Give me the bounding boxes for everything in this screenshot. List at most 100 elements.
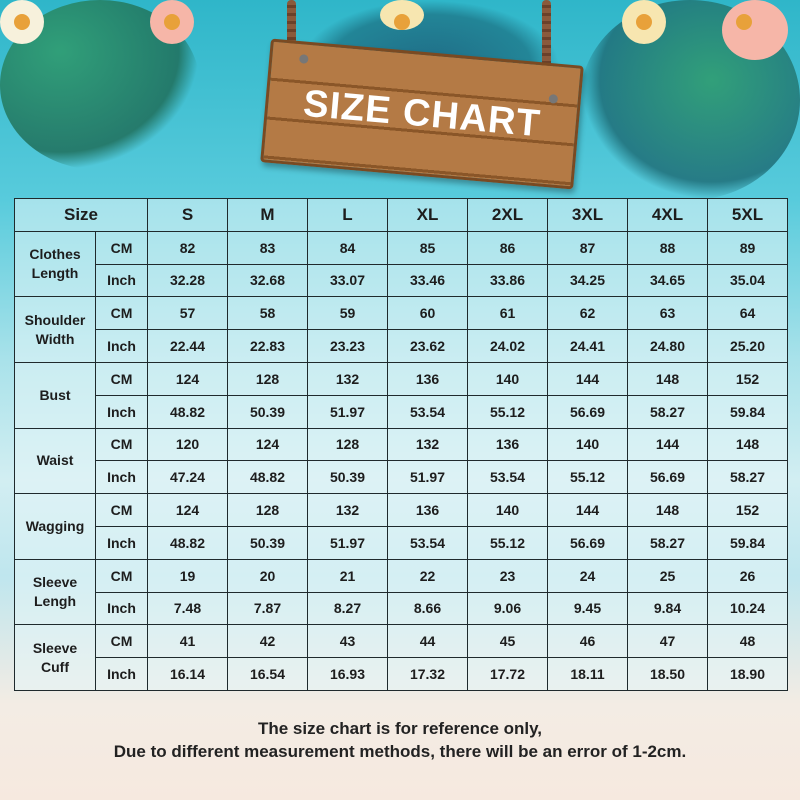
value-cell: 8.66 [387,591,468,626]
footer-note-1: The size chart is for reference only, [257,719,543,738]
value-cell: 132 [387,427,468,462]
value-cell: 18.11 [547,657,628,691]
value-cell: 43 [307,624,388,659]
table-row: Inch 7.48 7.87 8.27 8.66 9.06 9.45 9.84 10.24 [15,591,788,626]
table-row: Waist CM 120 124 128 132 136 140 144 148 [14,427,788,495]
value-cell: 140 [467,361,548,396]
value-cell: 41 [147,624,228,659]
value-cell: 21 [307,558,388,593]
size-chart-sign: SIZE CHART [260,38,584,190]
value-cell: 34.65 [627,263,708,298]
unit-label: Inch [95,460,148,495]
value-cell: 152 [707,493,788,527]
value-cell: 23 [467,558,548,593]
flower [0,0,44,44]
flower [380,0,424,30]
value-cell: 18.50 [627,657,708,691]
flower [622,0,666,44]
value-cell: 60 [387,296,468,331]
unit-label: Inch [95,657,148,691]
size-header: Size [14,198,148,232]
table-row: Inch 32.28 32.68 33.07 33.46 33.86 34.25 34.65 3… [15,263,788,298]
unit-label: CM [95,361,148,396]
size-column-header: M [227,198,308,232]
value-cell: 89 [707,230,788,265]
value-cell: 35.04 [707,263,788,298]
value-cell: 132 [307,493,388,527]
measurement-label: Sleeve Cuff [14,624,96,691]
table-row: Shoulder Width CM 57 58 59 60 61 62 63 64 [14,296,788,363]
value-cell: 44 [387,624,468,659]
table-row: Inch 22.44 22.83 23.23 23.62 24.02 24.41 24.80 2… [15,329,788,363]
value-cell: 55.12 [467,525,548,560]
size-column-header: S [147,198,228,232]
value-cell: 9.84 [627,591,708,626]
table-row: Sleeve Cuff CM 41 42 43 44 45 46 47 48 [14,624,788,691]
value-cell: 23.62 [387,329,468,363]
value-cell: 51.97 [387,460,468,495]
header-row: Size S M L XL 2XL 3XL 4XL 5XL [14,198,788,232]
value-cell: 48.82 [147,394,228,429]
value-cell: 140 [467,493,548,527]
value-cell: 45 [467,624,548,659]
value-cell: 50.39 [307,460,388,495]
value-cell: 59.84 [707,525,788,560]
measurement-label: Bust [14,361,96,429]
unit-label: Inch [95,394,148,429]
value-cell: 56.69 [547,525,628,560]
value-cell: 22 [387,558,468,593]
unit-label: Inch [95,525,148,560]
value-cell: 148 [627,493,708,527]
value-cell: 32.28 [147,263,228,298]
table-row: Bust CM 124 128 132 136 140 144 148 152 [14,361,788,429]
value-cell: 10.24 [707,591,788,626]
table-row: Wagging CM 124 128 132 136 140 144 148 152 [14,493,788,560]
table-row: Inch 47.24 48.82 50.39 51.97 53.54 55.12 56.69 5… [15,460,788,495]
table-row: Inch 16.14 16.54 16.93 17.32 17.72 18.11 18.50 1… [15,657,788,691]
value-cell: 46 [547,624,628,659]
value-cell: 33.86 [467,263,548,298]
value-cell: 85 [387,230,468,265]
table-row: Sleeve Lengh CM 19 20 21 22 23 24 25 26 [14,558,788,626]
unit-label: CM [95,296,148,331]
value-cell: 61 [467,296,548,331]
measurement-label: Shoulder Width [14,296,96,363]
footer-note-2: Due to different measurement methods, th… [113,742,687,761]
value-cell: 58.27 [627,394,708,429]
measurement-label: Waist [14,427,96,495]
table-row: Clothes Length CM 82 83 84 85 86 87 88 89 [14,230,788,298]
value-cell: 55.12 [467,394,548,429]
page-title: SIZE CHART [301,82,543,145]
size-column-header: 3XL [547,198,628,232]
value-cell: 59.84 [707,394,788,429]
unit-label: CM [95,493,148,527]
value-cell: 25.20 [707,329,788,363]
value-cell: 20 [227,558,308,593]
value-cell: 57 [147,296,228,331]
value-cell: 53.54 [387,525,468,560]
value-cell: 48.82 [147,525,228,560]
value-cell: 22.83 [227,329,308,363]
value-cell: 17.72 [467,657,548,691]
value-cell: 128 [307,427,388,462]
value-cell: 24.80 [627,329,708,363]
value-cell: 62 [547,296,628,331]
value-cell: 124 [147,361,228,396]
value-cell: 7.87 [227,591,308,626]
value-cell: 124 [147,493,228,527]
value-cell: 9.06 [467,591,548,626]
size-column-header: L [307,198,388,232]
value-cell: 50.39 [227,525,308,560]
measurement-label: Wagging [14,493,96,560]
size-column-header: 5XL [707,198,788,232]
value-cell: 16.93 [307,657,388,691]
value-cell: 7.48 [147,591,228,626]
value-cell: 55.12 [547,460,628,495]
value-cell: 51.97 [307,394,388,429]
value-cell: 33.07 [307,263,388,298]
value-cell: 16.54 [227,657,308,691]
value-cell: 88 [627,230,708,265]
value-cell: 58 [227,296,308,331]
value-cell: 144 [547,493,628,527]
rope [542,0,551,100]
